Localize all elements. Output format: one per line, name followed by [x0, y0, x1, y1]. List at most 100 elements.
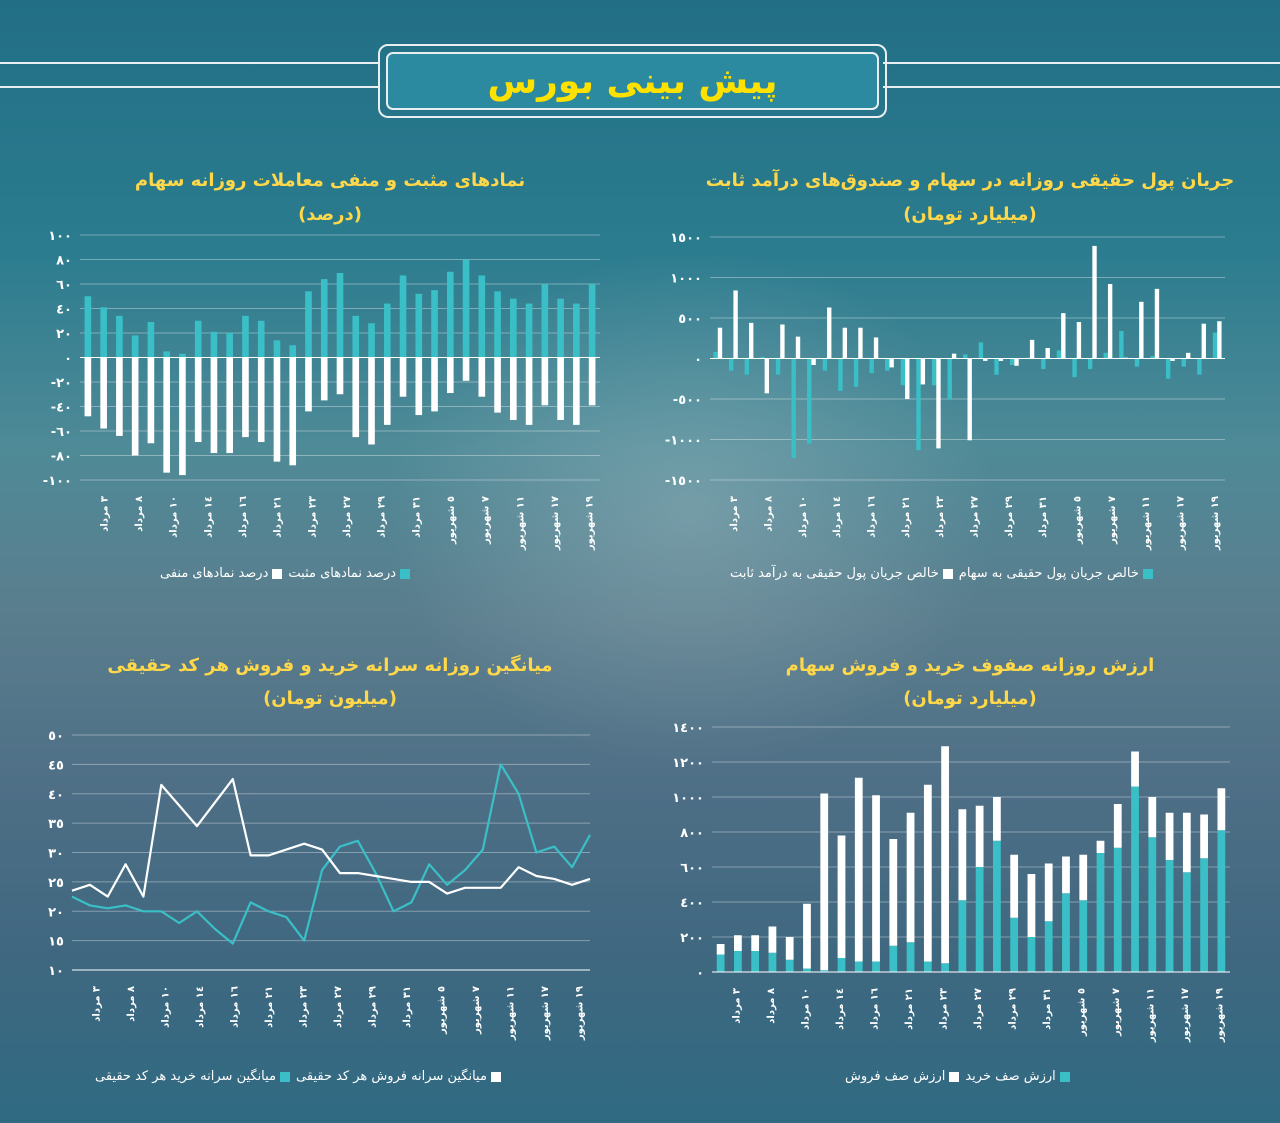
- symbols-negative-bar: [383, 357, 391, 425]
- queues-buy-bar: [1200, 858, 1208, 972]
- queues-buy-bar: [941, 963, 949, 972]
- moneyflow-fixed-income-bar: [1170, 358, 1175, 361]
- queues-sell-bar: [768, 926, 777, 953]
- symbols-ytick-label: -٦٠: [51, 425, 72, 440]
- symbols-negative-bar: [573, 357, 580, 425]
- moneyflow-fixed-income-bar: [717, 327, 723, 359]
- symbols-xtick-label: ٥ شهریور: [446, 496, 457, 545]
- queues-buy-bar: [1113, 847, 1122, 972]
- symbols-positive-bar: [320, 279, 328, 358]
- queues-sell-bar: [1182, 812, 1191, 873]
- queues-xtick-label: ٣١ مرداد: [1042, 988, 1053, 1030]
- moneyflow-fixed-income-bar: [1076, 322, 1082, 359]
- legend-item-sell-queue: ارزش صف فروش: [845, 1069, 960, 1084]
- moneyflow-fixed-income-bar: [905, 358, 910, 399]
- moneyflow-fixed-income-bar: [733, 290, 738, 359]
- percapita-ytick-label: ١٠: [48, 964, 64, 979]
- percapita-chart-title: میانگین روزانه سرانه خرید و فروش هر کد ح…: [107, 655, 553, 676]
- queues-legend: ارزش صف خرید ارزش صف فروش: [845, 1069, 1070, 1084]
- moneyflow-fixed-income-bar: [998, 358, 1004, 361]
- symbols-positive-bar: [194, 320, 202, 358]
- queues-xtick-label: ١٦ مرداد: [869, 988, 880, 1030]
- legend-label-negative: درصد نمادهای منفی: [160, 566, 269, 581]
- queues-sell-bar: [993, 797, 1001, 841]
- queues-xtick-label: ٨ مرداد: [766, 988, 777, 1024]
- legend-label-buy-queue: ارزش صف خرید: [965, 1069, 1056, 1084]
- moneyflow-ytick-label: ٥٠٠: [678, 312, 702, 327]
- page-title-panel: پیش بینی بورس: [386, 52, 879, 110]
- queues-buy-bar: [975, 867, 984, 972]
- symbols-negative-bar: [179, 357, 186, 476]
- symbols-negative-bar: [320, 357, 328, 401]
- legend-label-fixed-income: خالص جریان پول حقیقی به درآمد ثابت: [730, 566, 939, 581]
- symbols-negative-bar: [446, 357, 454, 394]
- symbols-positive-bar: [510, 298, 517, 358]
- moneyflow-fixed-income-bar: [1154, 288, 1160, 359]
- queues-sell-bar: [1113, 804, 1122, 848]
- percapita-xtick-label: ٢٣ مرداد: [298, 986, 309, 1028]
- queues-chart-subtitle: (میلیارد تومان): [903, 688, 1037, 709]
- moneyflow-stocks-bar: [1072, 358, 1077, 378]
- percapita-xtick-label: ١١ شهریور: [506, 986, 517, 1041]
- queues-xtick-label: ١٧ شهریور: [1180, 988, 1191, 1043]
- percapita-xtick-label: ٧ شهریور: [471, 986, 482, 1035]
- symbols-positive-bar: [131, 335, 139, 358]
- queues-buy-bar: [1027, 937, 1036, 972]
- symbols-xtick-label: ٢٧ مرداد: [342, 496, 353, 538]
- moneyflow-stocks-bar: [729, 358, 734, 371]
- moneyflow-xtick-label: ٥ شهریور: [1073, 496, 1084, 545]
- symbols-positive-bar: [399, 275, 407, 358]
- moneyflow-stocks-bar: [775, 358, 781, 375]
- moneyflow-stocks-bar: [1041, 358, 1046, 370]
- legend-swatch-fixed-income: [942, 568, 953, 579]
- symbols-positive-bar: [352, 315, 360, 358]
- queues-buy-bar: [1131, 786, 1139, 972]
- moneyflow-fixed-income-bar: [795, 336, 801, 359]
- moneyflow-ytick-label: -١٠٠٠: [665, 434, 702, 449]
- percapita-xtick-label: ٢١ مرداد: [264, 986, 275, 1028]
- queues-buy-bar: [803, 968, 811, 972]
- symbols-ytick-label: ٨٠: [56, 254, 72, 269]
- moneyflow-stocks-bar: [1134, 358, 1140, 367]
- queues-buy-bar: [1217, 830, 1226, 972]
- symbols-legend: درصد نمادهای مثبت درصد نمادهای منفی: [160, 566, 411, 581]
- queues-xtick-label: ٥ شهریور: [1077, 988, 1088, 1037]
- moneyflow-fixed-income-bar: [811, 358, 816, 365]
- queues-sell-bar: [1010, 854, 1019, 918]
- moneyflow-xtick-label: ٣ مرداد: [729, 496, 740, 532]
- symbols-negative-bar: [431, 357, 438, 412]
- symbols-positive-bar: [273, 340, 281, 358]
- moneyflow-xtick-label: ١٤ مرداد: [832, 496, 843, 538]
- moneyflow-stocks-bar: [760, 356, 765, 359]
- queues-sell-bar: [751, 935, 760, 951]
- moneyflow-stocks-bar: [978, 342, 984, 359]
- moneyflow-stocks-bar: [822, 358, 828, 371]
- queues-buy-bar: [906, 942, 915, 972]
- symbols-positive-bar: [541, 284, 549, 358]
- symbols-xtick-label: ١٤ مرداد: [203, 496, 214, 538]
- moneyflow-stocks-bar: [1212, 332, 1218, 359]
- moneyflow-fixed-income-bar: [1139, 301, 1144, 359]
- moneyflow-xtick-label: ١١ شهریور: [1141, 496, 1152, 551]
- symbols-negative-bar: [226, 357, 234, 454]
- symbols-positive-bar: [336, 272, 344, 358]
- moneyflow-fixed-income-bar: [764, 358, 769, 394]
- legend-swatch-positive: [400, 568, 411, 579]
- symbols-negative-bar: [462, 357, 470, 381]
- moneyflow-stocks-bar: [1197, 358, 1202, 375]
- moneyflow-stocks-bar: [1119, 330, 1124, 359]
- moneyflow-xtick-label: ١٠ مرداد: [798, 496, 809, 538]
- queues-buy-bar: [923, 961, 932, 972]
- symbols-negative-bar: [147, 357, 155, 444]
- symbols-chart: ١٠٠ ٨٠ ٦٠ ٤٠ ٢٠ ٠ -٢٠ -٤٠ -٦٠ -٨٠ -١٠٠ ٣ مرداد ٨ مرد…: [43, 229, 600, 551]
- symbols-ytick-label: -٢٠: [51, 376, 72, 391]
- queues-xtick-label: ٢١ مرداد: [904, 988, 915, 1030]
- queues-buy-bar: [872, 961, 880, 972]
- symbols-xtick-label: ١٧ شهریور: [550, 496, 561, 551]
- queues-xtick-label: ١٤ مرداد: [835, 988, 846, 1030]
- symbols-positive-bar: [163, 351, 170, 358]
- legend-swatch-negative: [272, 568, 283, 579]
- symbols-negative-bar: [510, 357, 517, 420]
- moneyflow-fixed-income-bar: [1092, 245, 1097, 359]
- symbols-positive-bar: [210, 331, 218, 358]
